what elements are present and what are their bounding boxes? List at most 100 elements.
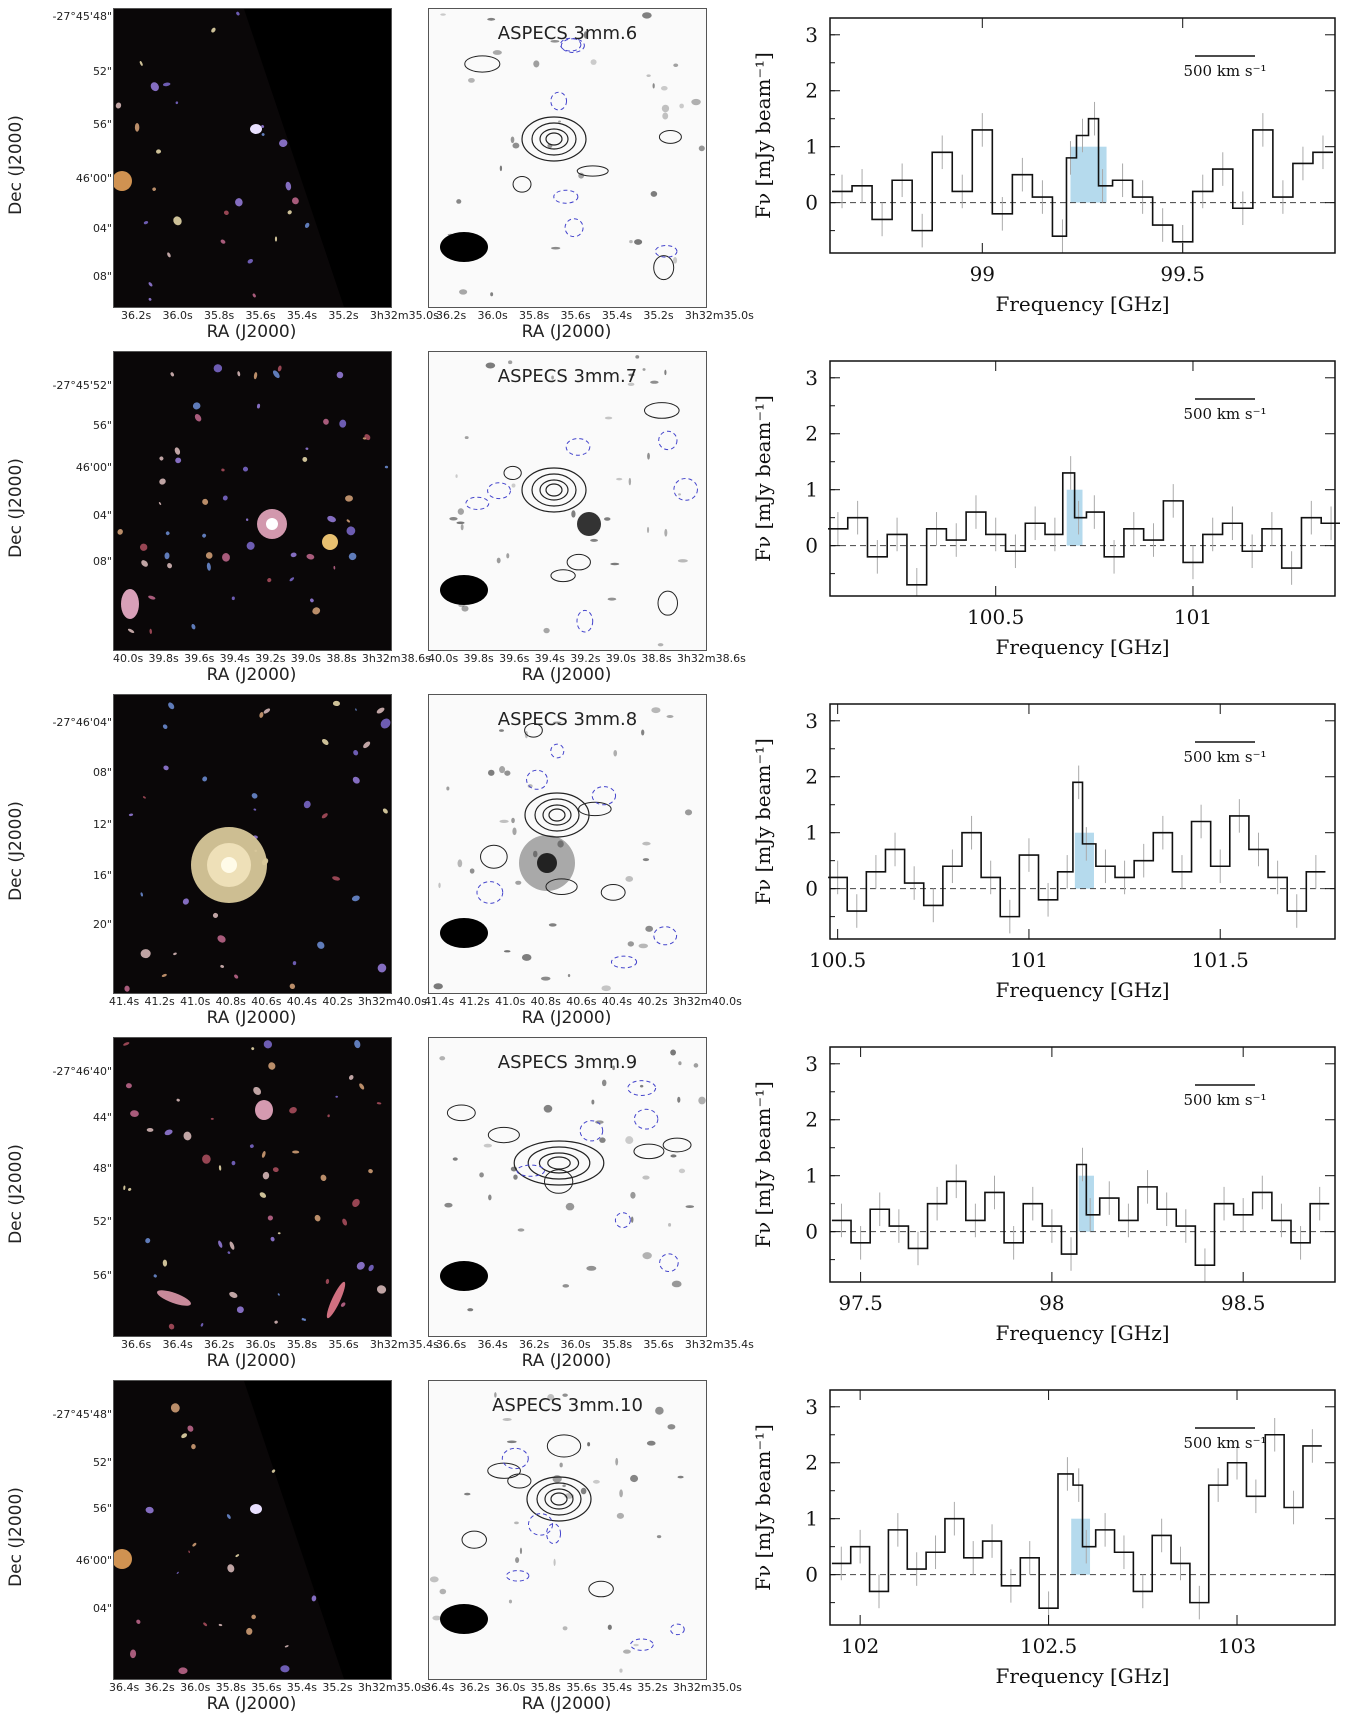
galaxy-blob: [325, 1278, 330, 1285]
positive-contour: [643, 402, 680, 419]
galaxy-blob: [547, 1394, 555, 1401]
y-tick-label: 1: [805, 1164, 818, 1188]
galaxy-blob: [352, 1198, 360, 1207]
galaxy-blob: [245, 518, 249, 522]
galaxy-blob: [678, 1168, 686, 1174]
ra-tick-label: 35.6s: [251, 1681, 282, 1694]
galaxy-blob: [359, 1083, 365, 1090]
positive-contour: [633, 1143, 665, 1160]
galaxy-blob: [639, 1084, 644, 1088]
galaxy-blob: [384, 465, 389, 469]
ra-tick-label: 35.2s: [637, 1681, 668, 1694]
galaxy-blob: [550, 246, 561, 250]
x-tick-label: 99.5: [1160, 262, 1205, 286]
positive-contour: [543, 1169, 574, 1194]
galaxy-blob: [655, 1406, 664, 1415]
velocity-scale-label: 500 km s⁻¹: [1183, 1434, 1266, 1452]
ra-tick-label: 39.2s: [255, 652, 286, 665]
galaxy-blob: [267, 1215, 274, 1221]
galaxy-blob: [368, 1264, 374, 1272]
dec-tick-labels: -27°45'48" 52" 56" 46'00" 04" 08": [28, 0, 112, 300]
galaxy-blob: [551, 375, 554, 380]
positive-contour: [542, 804, 572, 826]
ra-tick-label: 35.2s: [328, 309, 359, 322]
plot-frame: [829, 360, 1336, 597]
ra-tick-label: 39.0s: [290, 652, 322, 665]
y-tick-label: 2: [805, 1451, 818, 1475]
galaxy-blob: [289, 983, 296, 989]
galaxy-blob: [342, 1218, 348, 1226]
galaxy-blob: [136, 1619, 141, 1624]
ra-tick-label: 35.4s: [601, 1681, 633, 1694]
galaxy-blob: [271, 1469, 276, 1473]
galaxy-blob: [490, 292, 494, 297]
galaxy-blob: [628, 477, 632, 486]
galaxy-blob: [633, 1643, 639, 1647]
negative-contour: [579, 1120, 604, 1142]
galaxy-blob: [657, 643, 664, 647]
galaxy-blob: [677, 1096, 681, 1103]
galaxy-blob: [691, 98, 701, 106]
spiral-galaxy-core: [537, 853, 557, 873]
galaxy-blob: [429, 1576, 439, 1583]
galaxy-blob: [272, 370, 280, 379]
ra-tick-label: 41.2s: [144, 995, 175, 1008]
galaxy-blob: [274, 1320, 278, 1324]
galaxy-blob: [274, 236, 278, 242]
y-tick-label: 3: [805, 1395, 818, 1419]
galaxy-blob: [142, 796, 146, 799]
galaxy-blob: [376, 1285, 387, 1294]
galaxy-blob: [508, 360, 513, 365]
galaxy-blob: [345, 495, 353, 502]
galaxy-blob: [464, 436, 469, 440]
galaxy-blob: [280, 1665, 290, 1673]
galaxy-blob: [333, 565, 336, 570]
dec-tick-label: -27°45'52": [52, 379, 112, 392]
galaxy-blob: [253, 808, 257, 811]
galaxy-blob: [167, 252, 171, 258]
galaxy-blob: [552, 1475, 562, 1483]
ra-tick-labels-hst: 36.2s 36.0s 35.8s 35.6s 35.4s 35.2s 3h32m35.0s: [113, 309, 439, 323]
galaxy-blob: [487, 17, 496, 21]
ra-tick-labels-alma: 41.4s 41.2s 41.0s 40.8s 40.6s 40.4s 40.2s 3h32m…: [424, 995, 742, 1009]
positive-contour: [527, 1146, 591, 1180]
galaxy-blob: [645, 925, 654, 932]
negative-contour: [526, 769, 548, 790]
y-tick-label: 0: [805, 877, 818, 901]
galaxy-blob: [153, 1274, 157, 1278]
galaxy-blob: [468, 77, 475, 83]
dec-tick-label: 46'00": [75, 172, 112, 185]
positive-contour: [524, 723, 543, 738]
galaxy-blob: [642, 858, 650, 862]
galaxy-blob: [140, 543, 148, 551]
galaxy-blob: [496, 557, 501, 564]
galaxy-blob: [304, 222, 310, 229]
ra-tick-label: 36.4s: [162, 1338, 193, 1351]
dec-tick-labels: -27°45'48" 52" 56" 46'00" 04": [28, 1372, 112, 1672]
ra-tick-label: 35.6s: [566, 1681, 597, 1694]
ra-tick-label: 35.4s: [286, 1681, 318, 1694]
galaxy-blob: [607, 1624, 612, 1630]
galaxy-blob: [483, 1143, 492, 1148]
galaxy-blob: [175, 101, 179, 105]
hst-color-image: [113, 351, 392, 651]
galaxy-blob: [234, 974, 239, 979]
galaxy-blob: [502, 1418, 512, 1421]
galaxy-blob: [287, 210, 292, 215]
ra-tick-label: 35.2s: [322, 1681, 353, 1694]
y-tick-label: 3: [805, 709, 818, 733]
y-axis-label: Fν [mJy beam⁻¹]: [751, 395, 775, 562]
galaxy-blob: [346, 526, 356, 536]
ra-tick-label: 36.6s: [436, 1338, 467, 1351]
ra-tick-label: 35.4s: [601, 309, 633, 322]
positive-contour: [653, 255, 675, 281]
positive-contour: [548, 808, 566, 822]
galaxy-blob: [661, 104, 670, 113]
ra-tick-label: 36.4s: [109, 1681, 140, 1694]
galaxy-blob: [220, 964, 225, 968]
positive-contour: [539, 128, 569, 150]
ra-tick-label: 36.0s: [180, 1681, 211, 1694]
galaxy-blob: [255, 1100, 273, 1120]
ra-tick-label: 40.6s: [251, 995, 282, 1008]
ra-tick-labels-alma: 36.4s 36.2s 36.0s 35.8s 35.6s 35.4s 35.2s 3h32m…: [424, 1681, 742, 1695]
